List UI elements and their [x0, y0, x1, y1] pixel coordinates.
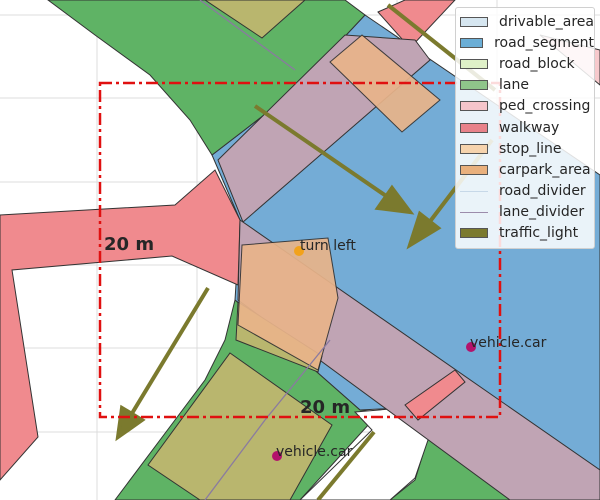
- legend-label: stop_line: [499, 140, 562, 157]
- legend-swatch: [460, 190, 488, 192]
- legend-item-carpark-area: carpark_area: [456, 159, 594, 180]
- legend-item-road-segment: road_segment: [456, 32, 594, 53]
- legend-label: road_block: [499, 55, 575, 72]
- agent-vehicle-marker: [466, 342, 476, 352]
- agent-vehicle-label: vehicle.car: [470, 335, 547, 351]
- legend-label: traffic_light: [499, 225, 579, 242]
- legend-item-lane: lane: [456, 75, 594, 96]
- legend-label: road_segment: [494, 34, 594, 51]
- legend-item-lane-divider: lane_divider: [456, 202, 594, 223]
- scale-label-horizontal: 20 m: [300, 397, 350, 418]
- ego-region-box: [98, 81, 502, 419]
- legend-label: ped_crossing: [499, 98, 591, 115]
- legend-item-road-block: road_block: [456, 53, 594, 74]
- legend-label: lane_divider: [499, 204, 585, 221]
- agent-turn-left-marker: [294, 246, 304, 256]
- legend-item-traffic-light: traffic_light: [456, 223, 594, 244]
- lane-top: [47, 0, 366, 156]
- carpark-top: [204, 0, 306, 39]
- walkway-left: [0, 169, 241, 481]
- legend-swatch: [460, 58, 488, 69]
- legend-label: walkway: [499, 119, 560, 136]
- legend-swatch: [460, 16, 488, 27]
- legend-swatch: [460, 122, 488, 133]
- legend-item-drivable-area: drivable_area: [456, 11, 594, 32]
- agent-vehicle-marker: [272, 451, 282, 461]
- legend-item-ped-crossing: ped_crossing: [456, 96, 594, 117]
- legend-label: carpark_area: [499, 161, 591, 178]
- legend-label: road_divider: [499, 183, 586, 200]
- legend-item-walkway: walkway: [456, 117, 594, 138]
- agent-turn-left-label: turn left: [300, 238, 356, 254]
- stop-line-center: [237, 237, 339, 371]
- legend-label: drivable_area: [498, 13, 594, 30]
- legend-swatch: [460, 211, 488, 213]
- legend-swatch: [460, 143, 488, 154]
- scale-label-vertical: 20 m: [104, 234, 154, 255]
- legend-swatch: [460, 101, 488, 112]
- lane-dividers: [199, 0, 331, 500]
- legend-swatch: [460, 80, 488, 91]
- legend-swatch: [460, 37, 484, 48]
- walkway-lower-pink: [404, 369, 466, 421]
- legend-item-road-divider: road_divider: [456, 181, 594, 202]
- legend-label: lane: [499, 77, 529, 94]
- carpark-bottom: [147, 352, 333, 500]
- legend-swatch: [460, 164, 488, 175]
- agent-vehicle-label: vehicle.car: [276, 444, 353, 460]
- legend-swatch: [460, 228, 488, 239]
- legend-item-stop-line: stop_line: [456, 138, 594, 159]
